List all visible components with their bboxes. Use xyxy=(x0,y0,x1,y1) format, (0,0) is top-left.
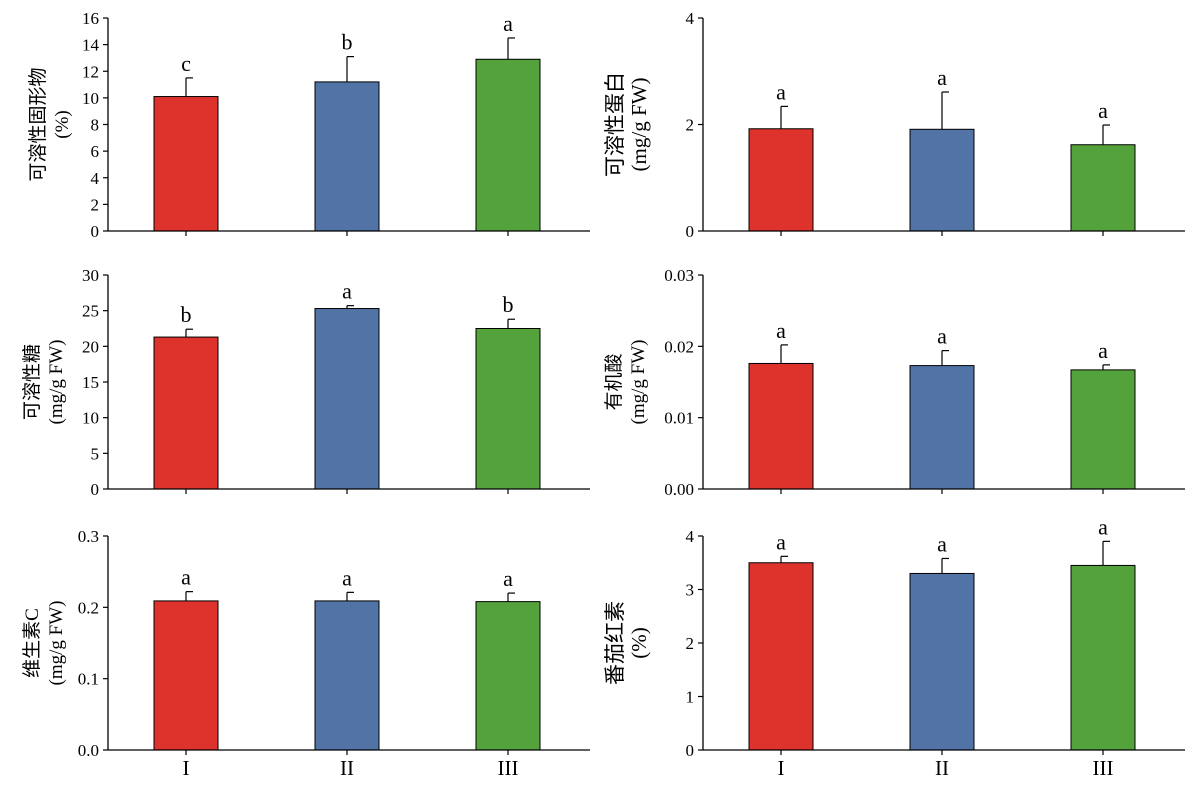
x-tick-label: II xyxy=(935,756,949,780)
y-axis-label: 番茄红素(%) xyxy=(603,601,651,685)
significance-label: b xyxy=(181,302,192,327)
bar xyxy=(1070,369,1136,490)
y-axis-label: 有机酸 (mg/g FW) xyxy=(603,340,649,425)
x-tick-label: III xyxy=(498,756,519,780)
y-tick-label: 5 xyxy=(91,444,100,463)
bar xyxy=(748,362,814,490)
y-tick-label: 2 xyxy=(91,195,100,214)
bar xyxy=(475,328,541,490)
y-tick-label: 25 xyxy=(82,302,99,321)
y-tick-label: 0.0 xyxy=(78,741,99,760)
y-tick-label: 0.03 xyxy=(664,266,694,285)
y-tick-label: 8 xyxy=(91,116,100,135)
y-tick-label: 30 xyxy=(82,266,99,285)
bar xyxy=(748,128,814,232)
y-tick-label: 0.1 xyxy=(78,670,99,689)
y-axis-label-line: (mg/g FW) xyxy=(46,601,67,686)
x-tick-label: I xyxy=(183,756,190,780)
y-tick-label: 0.2 xyxy=(78,598,99,617)
bar xyxy=(153,600,219,751)
x-tick-label: III xyxy=(1093,756,1114,780)
bar xyxy=(314,81,380,232)
bar xyxy=(475,601,541,751)
bar xyxy=(475,58,541,232)
y-tick-label: 2 xyxy=(686,116,695,135)
bar xyxy=(314,600,380,751)
y-tick-label: 0 xyxy=(686,741,695,760)
y-axis-label: 可溶性固形物 (%) xyxy=(27,67,73,181)
y-tick-label: 10 xyxy=(82,409,99,428)
y-axis-label-line: 维生素C xyxy=(21,608,43,678)
y-tick-label: 4 xyxy=(686,9,695,28)
significance-label: a xyxy=(776,79,786,104)
significance-label: c xyxy=(181,51,191,76)
y-axis-label-line: 有机酸 xyxy=(603,353,625,410)
y-tick-label: 10 xyxy=(82,89,99,108)
y-axis-label-line: 番茄红素 xyxy=(603,601,627,685)
y-tick-label: 12 xyxy=(82,62,99,81)
y-tick-label: 2 xyxy=(686,634,695,653)
panel-soluble-sugar: b a b 0 5 10 15 20 25 30 可溶性糖 (mg/g FW) xyxy=(21,266,590,499)
panel-soluble-protein: a a a 0 2 4 可溶性蛋白(mg/g FW) xyxy=(603,9,1185,241)
y-axis-label-line: (mg/g FW) xyxy=(628,340,649,425)
y-axis-label-line: 可溶性固形物 xyxy=(27,67,49,181)
significance-label: a xyxy=(776,318,786,343)
bar xyxy=(314,308,380,490)
significance-label: b xyxy=(503,292,514,317)
y-axis-label-line: (mg/g FW) xyxy=(627,78,651,172)
y-tick-label: 14 xyxy=(82,36,100,55)
y-axis-label: 可溶性蛋白(mg/g FW) xyxy=(603,72,651,177)
y-tick-label: 6 xyxy=(91,142,100,161)
bar xyxy=(909,365,975,490)
y-tick-label: 0.02 xyxy=(664,337,694,356)
y-tick-label: 4 xyxy=(91,169,100,188)
significance-label: a xyxy=(503,566,513,591)
significance-label: a xyxy=(937,65,947,90)
y-tick-label: 15 xyxy=(82,373,99,392)
y-axis-label-line: (mg/g FW) xyxy=(46,340,67,425)
y-tick-label: 16 xyxy=(82,9,99,28)
y-tick-label: 1 xyxy=(686,688,695,707)
significance-label: a xyxy=(1098,98,1108,123)
significance-label: a xyxy=(937,324,947,349)
bar xyxy=(909,128,975,232)
bar xyxy=(1070,564,1136,751)
significance-label: a xyxy=(181,565,191,590)
significance-label: a xyxy=(937,531,947,556)
significance-label: b xyxy=(342,30,353,55)
y-axis-label-line: (%) xyxy=(52,110,73,138)
significance-label: a xyxy=(342,565,352,590)
significance-label: a xyxy=(1098,338,1108,363)
bar xyxy=(909,572,975,751)
bar xyxy=(153,336,219,490)
panel-soluble-solids: c b a 0 2 4 6 8 10 12 14 16 可溶性固形物 (%) xyxy=(27,9,590,241)
significance-label: a xyxy=(503,11,513,36)
y-tick-label: 0.00 xyxy=(664,480,694,499)
y-tick-label: 0 xyxy=(686,222,695,241)
significance-label: a xyxy=(776,529,786,554)
significance-label: a xyxy=(1098,514,1108,539)
y-tick-label: 20 xyxy=(82,337,99,356)
y-tick-label: 0 xyxy=(91,480,100,499)
panel-organic-acid: a a a 0.00 0.01 0.02 0.03 有机酸 (mg/g FW) xyxy=(603,266,1185,499)
bar xyxy=(748,562,814,751)
y-tick-label: 3 xyxy=(686,581,695,600)
y-axis-label-line: 可溶性蛋白 xyxy=(603,72,627,177)
y-axis-label: 维生素C (mg/g FW) xyxy=(21,601,67,686)
y-axis-label-line: (%) xyxy=(627,627,651,658)
y-tick-label: 0.3 xyxy=(78,527,99,546)
y-tick-label: 0 xyxy=(91,222,100,241)
bar xyxy=(153,96,219,232)
y-axis-label-line: 可溶性糖 xyxy=(21,344,43,420)
x-tick-label: II xyxy=(340,756,354,780)
y-tick-label: 0.01 xyxy=(664,409,694,428)
y-tick-label: 4 xyxy=(686,527,695,546)
y-axis-label: 可溶性糖 (mg/g FW) xyxy=(21,340,67,425)
significance-label: a xyxy=(342,279,352,304)
bar xyxy=(1070,144,1136,232)
x-tick-label: I xyxy=(778,756,785,780)
